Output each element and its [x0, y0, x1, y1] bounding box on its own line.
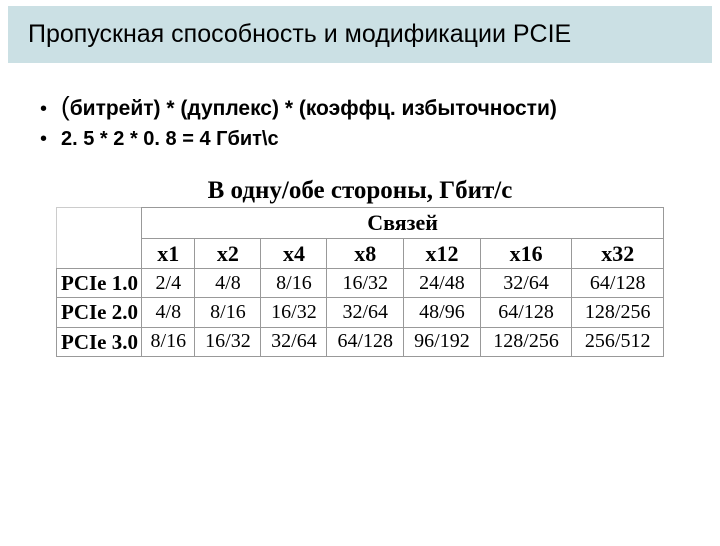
data-cell: 8/16: [195, 298, 261, 327]
data-cell: 64/128: [327, 327, 404, 356]
row-header: PCIe 3.0: [57, 327, 142, 356]
table-row: PCIe 3.0 8/16 16/32 32/64 64/128 96/192 …: [57, 327, 664, 356]
data-cell: 2/4: [142, 269, 195, 298]
data-cell: 128/256: [572, 298, 664, 327]
empty-cell: [57, 208, 142, 269]
col-header: x4: [261, 238, 327, 269]
data-cell: 128/256: [480, 327, 572, 356]
data-cell: 32/64: [480, 269, 572, 298]
formula-text: битрейт) * (дуплекс) * (коэффц. избыточн…: [70, 97, 557, 120]
bullet-text: (битрейт) * (дуплекс) * (коэффц. избыточ…: [61, 91, 557, 122]
data-cell: 64/128: [572, 269, 664, 298]
bullet-dot-icon: •: [40, 99, 47, 119]
calculation-text: 2. 5 * 2 * 0. 8 = 4 Гбит\с: [61, 128, 279, 151]
col-header: x2: [195, 238, 261, 269]
bandwidth-table-section: В одну/обе стороны, Гбит/с Связей x1 x2 …: [56, 177, 664, 357]
data-cell: 16/32: [261, 298, 327, 327]
title-bar: Пропускная способность и модификации PCI…: [8, 6, 712, 63]
table-row: PCIe 2.0 4/8 8/16 16/32 32/64 48/96 64/1…: [57, 298, 664, 327]
table-heading: В одну/обе стороны, Гбит/с: [56, 177, 664, 205]
col-header: x12: [404, 238, 481, 269]
col-header: x1: [142, 238, 195, 269]
subheading-cell: Связей: [142, 208, 664, 239]
data-cell: 32/64: [261, 327, 327, 356]
row-header: PCIe 2.0: [57, 298, 142, 327]
col-header: x32: [572, 238, 664, 269]
data-cell: 96/192: [404, 327, 481, 356]
col-header: x8: [327, 238, 404, 269]
page-title: Пропускная способность и модификации PCI…: [28, 20, 571, 48]
bandwidth-table: Связей x1 x2 x4 x8 x12 x16 x32 PCIe 1.0 …: [56, 207, 664, 357]
data-cell: 64/128: [480, 298, 572, 327]
data-cell: 4/8: [142, 298, 195, 327]
bullet-item: • (битрейт) * (дуплекс) * (коэффц. избыт…: [40, 91, 720, 122]
bullet-item: • 2. 5 * 2 * 0. 8 = 4 Гбит\с: [40, 128, 720, 151]
table-row: x1 x2 x4 x8 x12 x16 x32: [57, 238, 664, 269]
col-header: x16: [480, 238, 572, 269]
table-row: Связей: [57, 208, 664, 239]
data-cell: 32/64: [327, 298, 404, 327]
formula-open-paren: (: [61, 91, 70, 121]
data-cell: 8/16: [261, 269, 327, 298]
data-cell: 48/96: [404, 298, 481, 327]
data-cell: 4/8: [195, 269, 261, 298]
data-cell: 8/16: [142, 327, 195, 356]
bullet-list: • (битрейт) * (дуплекс) * (коэффц. избыт…: [40, 91, 720, 151]
row-header: PCIe 1.0: [57, 269, 142, 298]
data-cell: 256/512: [572, 327, 664, 356]
table-row: PCIe 1.0 2/4 4/8 8/16 16/32 24/48 32/64 …: [57, 269, 664, 298]
data-cell: 16/32: [195, 327, 261, 356]
bullet-dot-icon: •: [40, 129, 47, 149]
data-cell: 16/32: [327, 269, 404, 298]
data-cell: 24/48: [404, 269, 481, 298]
